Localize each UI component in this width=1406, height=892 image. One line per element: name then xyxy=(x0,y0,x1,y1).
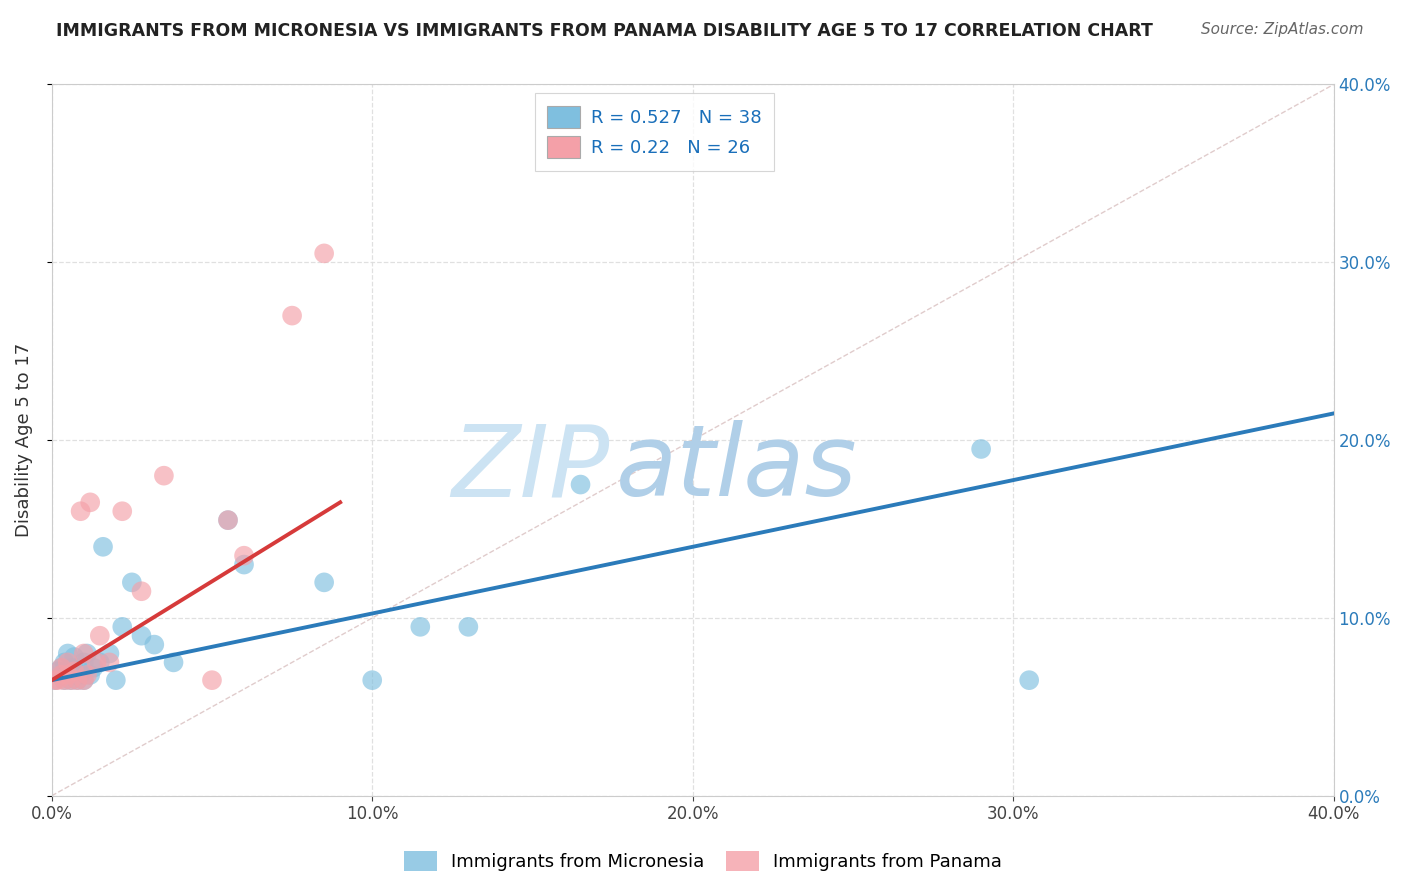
Point xyxy=(111,504,134,518)
Point xyxy=(361,673,384,688)
Point xyxy=(66,661,89,675)
Point xyxy=(143,638,166,652)
Point xyxy=(131,629,153,643)
Point xyxy=(51,668,73,682)
Legend: R = 0.527   N = 38, R = 0.22   N = 26: R = 0.527 N = 38, R = 0.22 N = 26 xyxy=(534,94,773,171)
Point xyxy=(201,673,224,688)
Point xyxy=(63,665,86,679)
Point xyxy=(162,656,184,670)
Point xyxy=(69,504,91,518)
Point xyxy=(51,661,73,675)
Y-axis label: Disability Age 5 to 17: Disability Age 5 to 17 xyxy=(15,343,32,537)
Point xyxy=(56,665,79,679)
Point xyxy=(217,513,239,527)
Point xyxy=(56,656,79,670)
Point xyxy=(73,656,96,670)
Legend: Immigrants from Micronesia, Immigrants from Panama: Immigrants from Micronesia, Immigrants f… xyxy=(396,844,1010,879)
Point xyxy=(217,513,239,527)
Point xyxy=(153,468,176,483)
Point xyxy=(53,656,76,670)
Point xyxy=(63,668,86,682)
Point xyxy=(66,673,89,688)
Point xyxy=(76,668,98,682)
Point xyxy=(73,673,96,688)
Point xyxy=(73,647,96,661)
Point xyxy=(233,558,256,572)
Point xyxy=(1018,673,1040,688)
Point xyxy=(56,647,79,661)
Point xyxy=(409,620,432,634)
Point xyxy=(46,673,69,688)
Point xyxy=(98,647,121,661)
Point xyxy=(89,656,111,670)
Point xyxy=(98,656,121,670)
Point xyxy=(51,661,73,675)
Point xyxy=(131,584,153,599)
Point xyxy=(73,673,96,688)
Point xyxy=(89,629,111,643)
Point xyxy=(79,495,101,509)
Point xyxy=(91,540,114,554)
Point xyxy=(51,668,73,682)
Point xyxy=(53,673,76,688)
Point xyxy=(281,309,304,323)
Point xyxy=(111,620,134,634)
Text: IMMIGRANTS FROM MICRONESIA VS IMMIGRANTS FROM PANAMA DISABILITY AGE 5 TO 17 CORR: IMMIGRANTS FROM MICRONESIA VS IMMIGRANTS… xyxy=(56,22,1153,40)
Point xyxy=(44,673,66,688)
Point xyxy=(569,477,592,491)
Point xyxy=(59,661,82,675)
Text: ZIP: ZIP xyxy=(451,420,609,517)
Point xyxy=(314,246,336,260)
Point xyxy=(56,668,79,682)
Point xyxy=(121,575,143,590)
Point xyxy=(76,647,98,661)
Point xyxy=(233,549,256,563)
Point xyxy=(53,673,76,688)
Text: atlas: atlas xyxy=(616,420,858,517)
Point xyxy=(66,673,89,688)
Point xyxy=(46,665,69,679)
Point xyxy=(63,650,86,665)
Point xyxy=(970,442,993,456)
Point xyxy=(86,656,108,670)
Point xyxy=(314,575,336,590)
Point xyxy=(79,668,101,682)
Point xyxy=(44,673,66,688)
Point xyxy=(104,673,127,688)
Point xyxy=(69,668,91,682)
Point xyxy=(82,661,104,675)
Point xyxy=(59,673,82,688)
Text: Source: ZipAtlas.com: Source: ZipAtlas.com xyxy=(1201,22,1364,37)
Point xyxy=(457,620,479,634)
Point xyxy=(59,673,82,688)
